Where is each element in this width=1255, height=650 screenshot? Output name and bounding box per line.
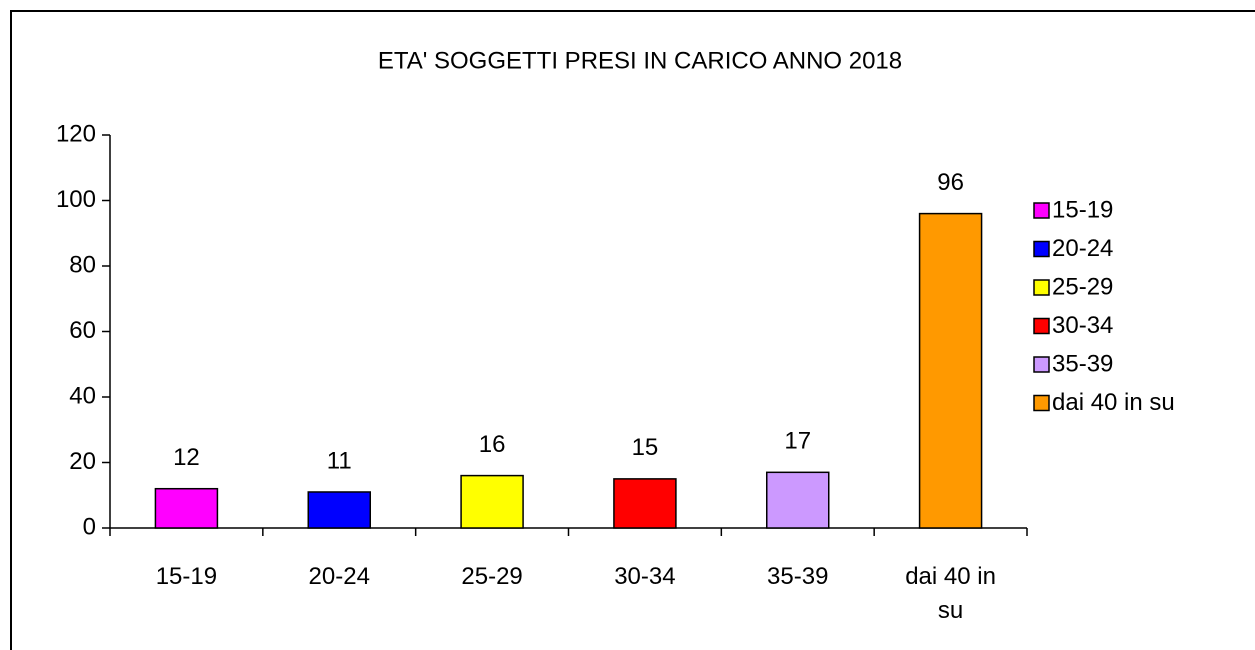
data-label: 11 [327, 447, 352, 474]
y-tick-label: 100 [56, 186, 96, 213]
data-label: 12 [173, 444, 200, 471]
bar [307, 491, 371, 529]
x-tick-label: 20-24 [308, 563, 370, 590]
y-tick-label: 60 [69, 317, 96, 344]
bar [460, 474, 524, 529]
y-tick-label: 40 [69, 382, 96, 409]
data-label: 15 [632, 434, 659, 461]
y-tick-label: 20 [69, 448, 96, 475]
legend-swatch [1033, 240, 1050, 258]
bar [918, 212, 983, 529]
legend-label: 25-29 [1052, 273, 1113, 300]
x-tick-label: dai 40 in su [905, 563, 996, 624]
legend-label: 15-19 [1052, 196, 1113, 223]
bar [766, 471, 830, 529]
x-tick-label: 25-29 [461, 563, 523, 590]
legend-swatch [1033, 279, 1050, 296]
legend-swatch [1033, 394, 1050, 412]
data-label: 96 [937, 169, 964, 196]
chart-title: ETA' SOGGETTI PRESI IN CARICO ANNO 2018 [378, 47, 902, 74]
data-label: 16 [479, 431, 506, 458]
legend-label: 35-39 [1052, 350, 1113, 377]
data-label: 17 [784, 428, 811, 455]
y-tick-label: 120 [56, 120, 96, 147]
y-tick-label: 80 [69, 251, 96, 278]
legend-swatch [1033, 317, 1050, 335]
y-tick-label: 0 [83, 513, 96, 540]
legend-swatch [1033, 202, 1050, 219]
bar [154, 487, 219, 529]
x-tick-label: 15-19 [155, 563, 218, 590]
bar [613, 478, 677, 529]
x-tick-label: 35-39 [767, 563, 829, 590]
legend-swatch [1033, 356, 1050, 373]
legend-label: dai 40 in su [1052, 389, 1175, 416]
legend-label: 30-34 [1052, 312, 1113, 339]
legend-label: 20-24 [1052, 235, 1113, 262]
x-tick-label: 30-34 [614, 563, 676, 590]
